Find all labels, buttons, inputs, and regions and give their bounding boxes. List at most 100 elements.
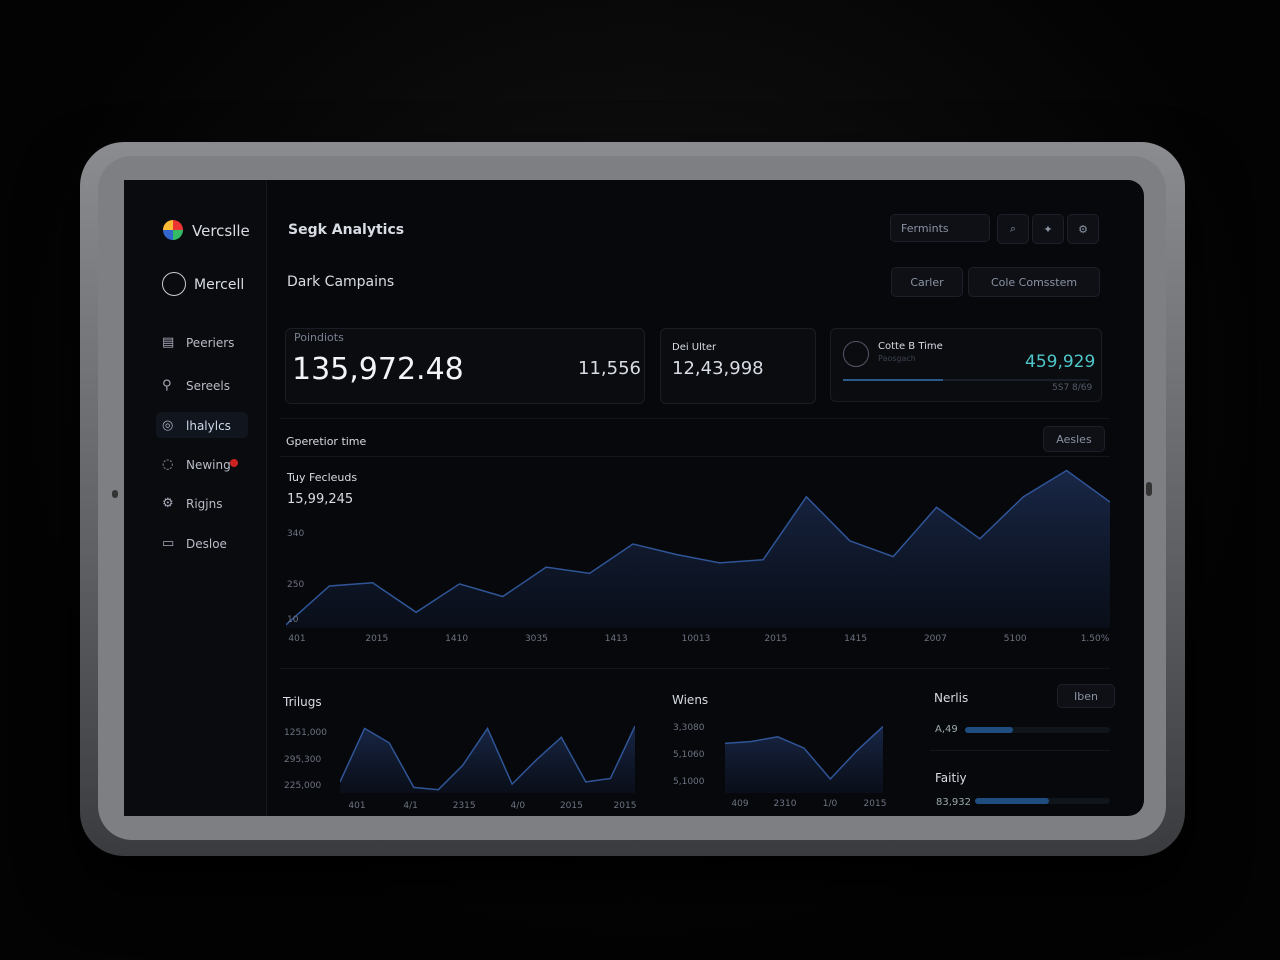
- x-axis-label: 2015: [559, 801, 583, 811]
- nav-icon: ◎: [162, 418, 174, 433]
- action-button[interactable]: Cole Comsstem: [968, 267, 1100, 297]
- progress-bar: [975, 798, 1050, 804]
- page-title: Segk Analytics: [288, 222, 405, 238]
- search-box[interactable]: Fermints: [890, 214, 990, 242]
- kpi-icon: [843, 341, 869, 367]
- chart-title: Trilugs: [283, 695, 322, 709]
- x-axis-label: 2015: [365, 634, 389, 644]
- y-axis-label: 340: [287, 529, 305, 539]
- kpi-card: [830, 328, 1102, 402]
- line: [725, 726, 883, 781]
- area: [340, 726, 635, 793]
- dropdown[interactable]: Aesles: [1043, 426, 1105, 452]
- line: [340, 725, 635, 791]
- y-axis-label: 10: [287, 615, 299, 625]
- kpi-track: [843, 379, 1089, 381]
- kpi-track-fill: [843, 379, 943, 381]
- nav-active-bg: [156, 412, 248, 438]
- x-axis-label: 2015: [863, 799, 887, 809]
- divider: [930, 750, 1110, 751]
- search-text: Fermints: [901, 221, 949, 235]
- kpi-value: 459,929: [1025, 352, 1096, 372]
- subtitle: Dark Campains: [287, 274, 395, 290]
- sidebar: [124, 180, 267, 816]
- camera: [112, 490, 118, 498]
- nav-icon: ▤: [162, 335, 175, 350]
- x-axis-label: 2015: [613, 801, 637, 811]
- workspace-icon: [162, 272, 186, 296]
- nav-item[interactable]: Rigjns: [186, 497, 223, 511]
- brand: Vercslle: [192, 222, 250, 240]
- nav-item[interactable]: Desloe: [186, 537, 227, 551]
- y-axis-label: 5,1060: [673, 750, 705, 760]
- x-axis-label: 1410: [445, 634, 469, 644]
- kpi-label: Cotte B Time: [878, 341, 943, 352]
- y-axis-label: 250: [287, 580, 305, 590]
- x-axis-label: 2015: [764, 634, 788, 644]
- side-button: [1146, 482, 1152, 496]
- panel-button[interactable]: Iben: [1057, 684, 1115, 708]
- row-heading: Faitiy: [935, 771, 967, 785]
- icon-button[interactable]: ⌕: [997, 214, 1029, 244]
- filter-button[interactable]: Carler: [891, 267, 963, 297]
- progress-bar: [965, 727, 1013, 733]
- x-axis-label: 401: [288, 634, 306, 644]
- icon-button[interactable]: ✦: [1032, 214, 1064, 244]
- nav-icon: ⚲: [162, 378, 172, 393]
- nav-item[interactable]: Sereels: [186, 379, 231, 393]
- y-axis-label: 295,300: [284, 755, 322, 765]
- nav-icon: ▭: [162, 536, 175, 551]
- trilugs-chart: [340, 725, 635, 793]
- area: [286, 470, 1110, 628]
- kpi-label: Poindiots: [294, 331, 344, 344]
- chart-title: Gperetior time: [286, 435, 367, 448]
- dropdown-text: Aesles: [1056, 432, 1092, 446]
- brand-logo: [163, 220, 183, 240]
- main-chart: [286, 469, 1110, 628]
- x-axis-label: 409: [731, 799, 749, 809]
- kpi-value: 12,43,998: [672, 358, 764, 379]
- workspace[interactable]: Mercell: [194, 277, 245, 293]
- nav-item[interactable]: Newing: [186, 458, 231, 472]
- kpi-card: [285, 328, 645, 404]
- kpi-card: [660, 328, 816, 404]
- area: [725, 726, 883, 793]
- x-axis-label: 1/0: [822, 799, 838, 809]
- x-axis-label: 2007: [923, 634, 947, 644]
- y-axis-label: 1251,000: [284, 728, 327, 738]
- wiens-chart: [725, 726, 883, 793]
- filter-text: Carler: [910, 275, 944, 289]
- kpi-sublabel: Paosgach: [878, 354, 916, 363]
- kpi-label: Dei Ulter: [672, 342, 717, 353]
- x-axis-label: 1.50%: [1080, 634, 1110, 644]
- x-axis-label: 401: [348, 801, 366, 811]
- nav-icon: ⚙: [162, 496, 174, 511]
- kpi-value: 135,972.48: [292, 352, 464, 387]
- line: [286, 469, 1110, 626]
- nav-item[interactable]: Peeriers: [186, 336, 235, 350]
- x-axis-label: 5100: [1003, 634, 1027, 644]
- kpi-footnote: 5S7 8/69: [1052, 383, 1093, 393]
- nav-badge: [230, 459, 238, 467]
- y-axis-label: 3,3080: [673, 723, 705, 733]
- x-axis-label: 2315: [452, 801, 476, 811]
- x-axis-label: 1413: [604, 634, 628, 644]
- chart-title: Wiens: [672, 693, 709, 707]
- icon-button[interactable]: ⚙: [1067, 214, 1099, 244]
- x-axis-label: 4/1: [403, 801, 418, 811]
- nav-item[interactable]: lhalylcs: [186, 419, 231, 433]
- panel-title: Nerlis: [934, 691, 969, 705]
- series-label: Tuy Fecleuds: [287, 471, 358, 484]
- x-axis-label: 3035: [524, 634, 548, 644]
- divider: [280, 668, 1110, 669]
- row-label: A,49: [935, 724, 958, 735]
- x-axis-label: 10013: [681, 634, 711, 644]
- y-axis-label: 5,1000: [673, 777, 705, 787]
- x-axis-label: 1415: [844, 634, 868, 644]
- series-value: 15,99,245: [287, 492, 354, 507]
- y-axis-label: 225,000: [284, 781, 322, 791]
- action-text: Cole Comsstem: [990, 275, 1078, 289]
- kpi-secondary: 11,556: [578, 358, 641, 379]
- nav-icon: ◌: [162, 457, 174, 472]
